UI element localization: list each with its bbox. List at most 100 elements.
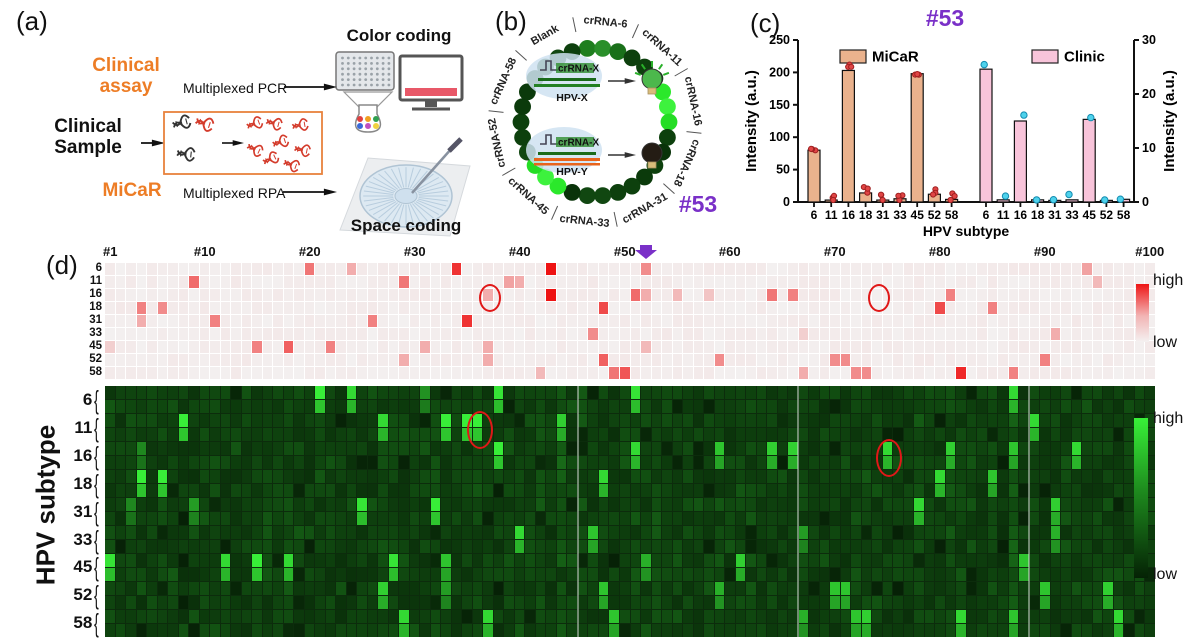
heatmap-cell (882, 610, 893, 623)
reaction-well-dot (623, 49, 641, 67)
heatmap-cell (609, 263, 619, 275)
heatmap-cell (1134, 341, 1145, 353)
heatmap-cell (451, 276, 462, 288)
heatmap-cell (283, 442, 294, 455)
heatmap-cell (619, 582, 630, 595)
heatmap-cell (798, 624, 809, 637)
heatmap-cell (882, 582, 893, 595)
heatmap-cell (861, 442, 872, 455)
heatmap-cell (935, 341, 945, 353)
heatmap-cell (1071, 568, 1082, 581)
heatmap-cell (588, 554, 598, 567)
heatmap-cell (1071, 456, 1082, 469)
heatmap-cell (1029, 470, 1040, 483)
heatmap-cell (273, 498, 283, 511)
heatmap-cell (693, 400, 704, 413)
heatmap-cell (220, 582, 231, 595)
heatmap-cell (252, 414, 262, 427)
heatmap-cell (535, 414, 546, 427)
heatmap-cell (914, 582, 924, 595)
heatmap-cell (199, 568, 210, 581)
heatmap-cell (1113, 328, 1124, 340)
heatmap-cell (798, 596, 809, 609)
sample-tick-label: #60 (718, 244, 741, 259)
heatmap-cell (315, 484, 325, 497)
heatmap-cell (409, 470, 420, 483)
heatmap-cell (126, 512, 136, 525)
heatmap-cell (115, 526, 126, 539)
heatmap-cell (115, 367, 126, 379)
heatmap-cell (136, 526, 147, 539)
heatmap-cell (199, 276, 210, 288)
heatmap-cell (262, 456, 273, 469)
heatmap-cell (556, 315, 567, 327)
heatmap-cell (788, 498, 798, 511)
heatmap-cell (935, 526, 945, 539)
heatmap-cell (168, 315, 178, 327)
heatmap-cell (367, 276, 378, 288)
heatmap-cell (872, 456, 882, 469)
heatmap-cell (945, 624, 956, 637)
heatmap-cell (924, 341, 935, 353)
heatmap-cell (956, 456, 966, 469)
heatmap-cell (178, 596, 189, 609)
heatmap-cell (872, 428, 882, 441)
heatmap-cell (1124, 526, 1134, 539)
heatmap-cell (525, 315, 535, 327)
heatmap-cell (126, 582, 136, 595)
heatmap-cell (767, 498, 777, 511)
heatmap-cell (819, 341, 830, 353)
panel-b-graphics: crRNA-6crRNA-11crRNA-16crRNA-18crRNA-31c… (486, 14, 717, 230)
heatmap-cell (273, 470, 283, 483)
heatmap-cell (1082, 554, 1092, 567)
heatmap-cell (1008, 354, 1019, 366)
heatmap-cell (1040, 582, 1050, 595)
heatmap-cell (777, 367, 788, 379)
heatmap-cell (893, 484, 903, 497)
heatmap-cell (105, 315, 115, 327)
heatmap-cell (126, 302, 136, 314)
panel-a-graphics (141, 51, 471, 237)
heatmap-cell (325, 276, 336, 288)
heatmap-cell (935, 540, 945, 553)
heatmap-cell (588, 367, 598, 379)
heatmap-cell (1082, 428, 1092, 441)
heatmap-cell (168, 456, 178, 469)
heatmap-cell (872, 276, 882, 288)
heatmap-cell (1124, 328, 1134, 340)
heatmap-cell (1050, 386, 1061, 399)
heatmap-cell (378, 276, 388, 288)
heatmap-cell (294, 386, 304, 399)
heatmap-cell (798, 263, 809, 275)
heatmap-cell (641, 582, 651, 595)
heatmap-cell (746, 328, 756, 340)
bar-clinic (996, 199, 1010, 203)
heatmap-cell (420, 386, 430, 399)
heatmap-cell (357, 263, 367, 275)
heatmap-cell (535, 624, 546, 637)
heatmap-cell (851, 400, 861, 413)
heatmap-cell (304, 414, 315, 427)
heatmap-cell (262, 400, 273, 413)
heatmap-cell (577, 526, 588, 539)
heatmap-cell (1008, 341, 1019, 353)
heatmap-cell (1113, 526, 1124, 539)
heatmap-cell (672, 341, 683, 353)
heatmap-cell (462, 512, 472, 525)
heatmap-cell (1113, 456, 1124, 469)
heatmap-cell (325, 367, 336, 379)
heatmap-cell (451, 315, 462, 327)
heatmap-cell (325, 341, 336, 353)
heatmap-cell (168, 367, 178, 379)
heatmap-cell (588, 386, 598, 399)
heatmap-cell (294, 596, 304, 609)
heatmap-cell (252, 568, 262, 581)
heatmap-cell (714, 414, 725, 427)
heatmap-cell (945, 498, 956, 511)
heatmap-cell (767, 276, 777, 288)
heatmap-cell (1092, 386, 1103, 399)
heatmap-cell (756, 263, 767, 275)
heatmap-cell (861, 341, 872, 353)
heatmap-cell (672, 484, 683, 497)
heatmap-cell (315, 276, 325, 288)
